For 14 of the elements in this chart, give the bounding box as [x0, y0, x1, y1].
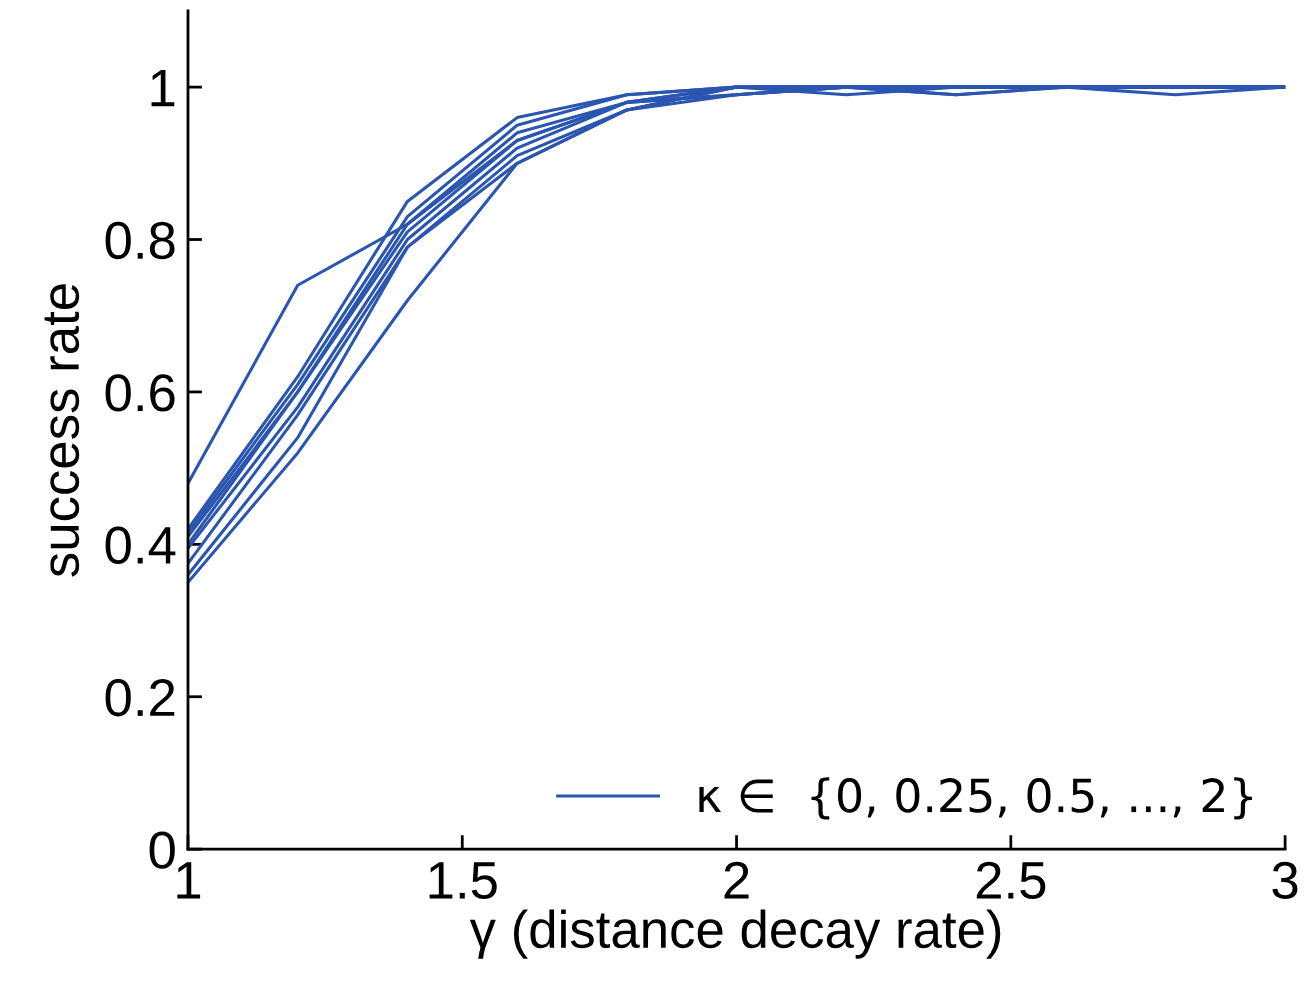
- y-tick-label: 1: [151, 69, 175, 107]
- x-tick-label: 2: [724, 861, 749, 899]
- legend-label: κ ∈ {0, 0.25, 0.5, ..., 2}: [699, 777, 1252, 820]
- y-axis-title: success rate: [44, 284, 80, 577]
- y-tick-label: 0.4: [105, 526, 176, 564]
- y-tick-label: 0.2: [105, 679, 175, 717]
- x-tick-label: 2.5: [976, 861, 1046, 900]
- y-tick-label: 0.8: [105, 221, 175, 260]
- x-tick-label: 1.5: [429, 862, 497, 900]
- y-tick-label: 0.6: [105, 374, 175, 412]
- x-tick-label: 3: [1272, 861, 1298, 900]
- x-tick-label: 1: [177, 862, 201, 899]
- y-tick-label: 0: [149, 831, 175, 869]
- x-axis-title: γ (distance decay rate): [469, 909, 1001, 959]
